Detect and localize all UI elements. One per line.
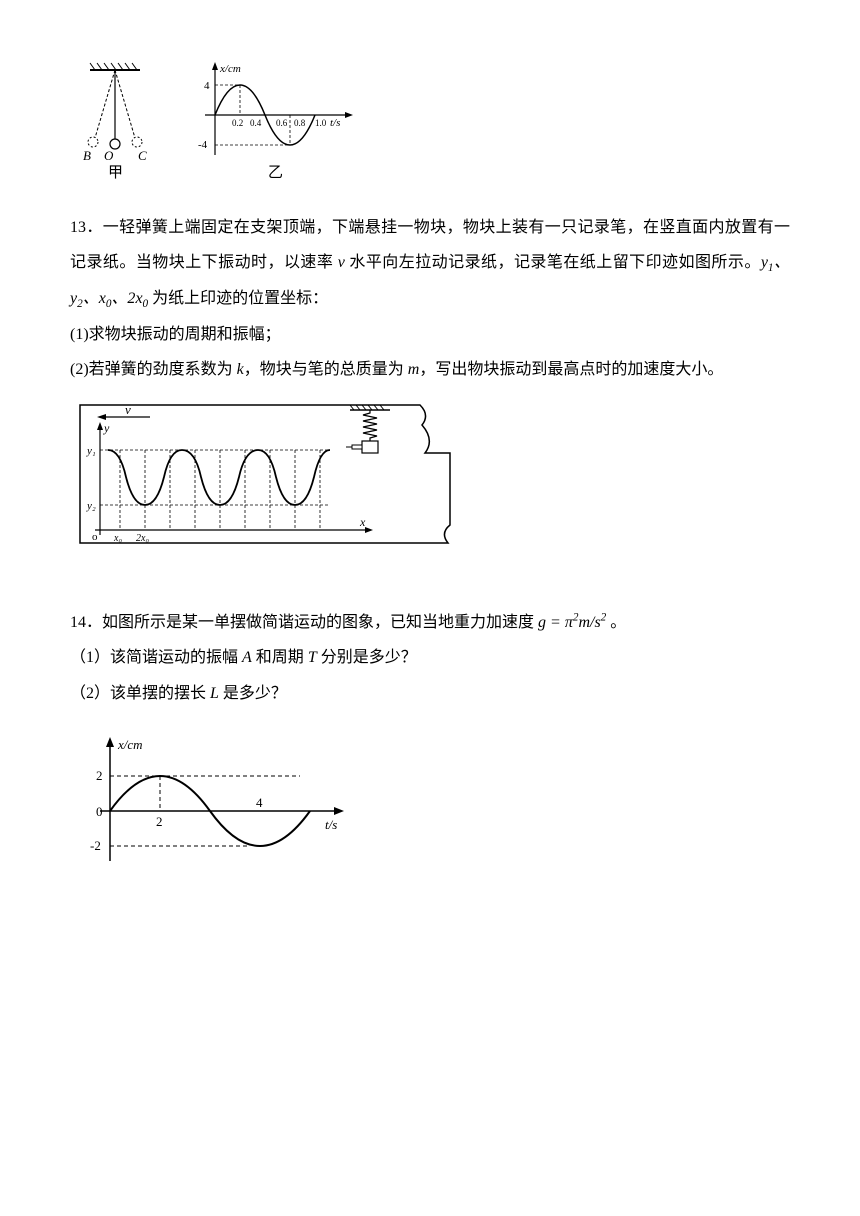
v-label: v [125,402,131,417]
label-B: B [83,148,91,163]
q13-sub2: (2)若弹簧的劲度系数为 [70,361,237,378]
f14-ym2: -2 [90,838,101,853]
q14-sub2b: 是多少？ [219,685,287,702]
q14-p1: 如图所示是某一单摆做简谐运动的图象，已知当地重力加速度 [102,614,538,631]
top-figures: B O C 甲 x/cm 4 -4 0.2 0.4 0.6 [70,60,790,180]
q13-sub1: (1)求物块振动的周期和振幅； [70,317,790,352]
q14-sub2: （2）该单摆的摆长 [70,685,210,702]
q13-p1c: 为纸上印迹的位置坐标： [152,290,328,307]
f14-x2: 2 [156,814,163,829]
q14-text: 14．如图所示是某一单摆做简谐运动的图象，已知当地重力加速度 g = π2m/s… [70,605,790,640]
ytick-4: -4 [198,139,208,151]
xt10: 1.0 [315,118,327,128]
f14-ylabel: x/cm [117,737,143,752]
2x0: 2x₀ [136,533,149,544]
fig13-svg: v y x o y₁ y₂ x₀ 2x₀ [70,395,460,555]
caption-yi: 乙 [268,165,283,180]
f14-y2: 2 [96,768,103,783]
q13-v: v [338,254,345,271]
spacer1 [70,555,790,605]
xt06: 0.6 [276,118,288,128]
q14-L: L [210,685,219,702]
label-C: C [138,148,147,163]
q13-p1b: 水平向左拉动记录纸，记录笔在纸上留下印迹如图所示。 [345,254,761,271]
y-axis: y [103,421,110,435]
q14-sub1-line: （1）该简谐运动的振幅 A 和周期 T 分别是多少？ [70,640,790,675]
fig13: v y x o y₁ y₂ x₀ 2x₀ [70,395,790,555]
wave-svg: x/cm 4 -4 0.2 0.4 0.6 0.8 1.0 t/s 乙 [190,60,360,180]
caption-jia: 甲 [108,165,123,180]
xt02: 0.2 [232,118,243,128]
label-O: O [104,148,114,163]
f14-y0: 0 [96,804,103,819]
fig14-svg: x/cm t/s 2 0 -2 2 4 [70,731,370,881]
wave-figure: x/cm 4 -4 0.2 0.4 0.6 0.8 1.0 t/s 乙 [190,60,360,180]
pendulum-figure: B O C 甲 [70,60,160,180]
q13-sub2b: ，物块与笔的总质量为 [244,361,408,378]
x0: x₀ [113,533,122,544]
pendulum-svg: B O C 甲 [70,60,160,180]
q14-sub1c: 分别是多少？ [317,649,417,666]
xt08: 0.8 [294,118,306,128]
q13-sub2c: ，写出物块振动到最高点时的加速度大小。 [419,361,723,378]
xlabel: t/s [330,117,340,129]
f14-xlabel: t/s [325,817,337,832]
q14-A: A [242,649,252,666]
q13-m: m [408,361,420,378]
q14-sub2-line: （2）该单摆的摆长 L 是多少？ [70,676,790,711]
y1: y₁ [86,445,96,457]
spacer2 [70,711,790,731]
fig14: x/cm t/s 2 0 -2 2 4 [70,731,790,881]
q13-num: 13． [70,219,103,236]
q14-T: T [308,649,317,666]
q13-text: 13．一轻弹簧上端固定在支架顶端，下端悬挂一物块，物块上装有一只记录笔，在竖直面… [70,210,790,317]
q13-k: k [237,361,244,378]
origin: o [92,531,98,543]
q14-p1b: 。 [606,614,626,631]
ytick4: 4 [204,80,210,92]
f14-x4: 4 [256,795,263,810]
q14-sub1b: 和周期 [252,649,308,666]
q14-num: 14． [70,614,102,631]
q13-sub2-line: (2)若弹簧的劲度系数为 k，物块与笔的总质量为 m，写出物块振动到最高点时的加… [70,352,790,387]
ylabel: x/cm [219,63,241,75]
q14-g: g = π2m/s2 [538,614,606,631]
q14-sub1: （1）该简谐运动的振幅 [70,649,242,666]
xt04: 0.4 [250,118,262,128]
x-axis: x [359,515,366,529]
y2: y₂ [86,500,96,512]
